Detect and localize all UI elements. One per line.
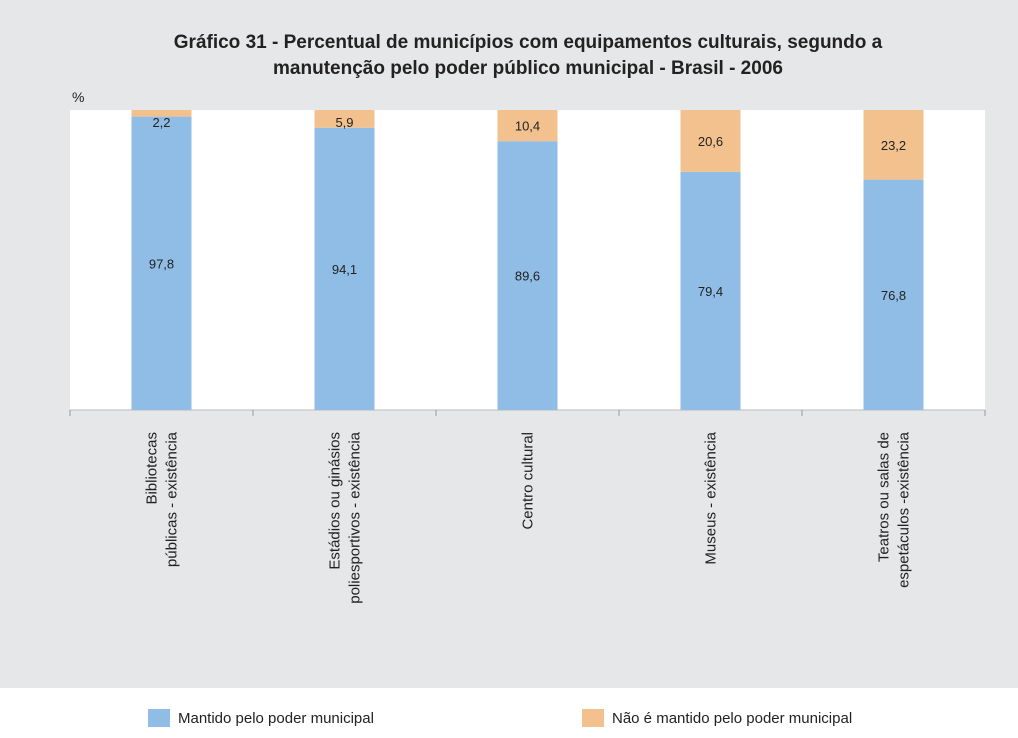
- value-label: 2,2: [152, 115, 170, 130]
- bar-segment: [314, 127, 375, 410]
- legend-swatch: [582, 709, 604, 727]
- bar-segment: [131, 116, 192, 410]
- x-tick-label: Estádios ou ginásios poliesportivos - exi…: [327, 431, 364, 603]
- value-label: 10,4: [515, 119, 540, 134]
- value-label: 94,1: [332, 262, 357, 277]
- bar-segment: [497, 141, 558, 410]
- y-axis-label: %: [72, 89, 84, 105]
- bar-segment: [680, 110, 741, 172]
- bar-segment: [863, 110, 924, 180]
- legend-label: Mantido pelo poder municipal: [178, 710, 374, 727]
- value-label: 76,8: [881, 288, 906, 303]
- x-tick-label: Museus - existência: [703, 431, 720, 564]
- value-label: 5,9: [335, 115, 353, 130]
- x-tick-label: Centro cultural: [520, 432, 537, 530]
- x-tick-label: Bibliotecas públicas - existência: [144, 431, 181, 567]
- bar-segment: [314, 110, 375, 128]
- chart-title: manutenção pelo poder público municipal …: [273, 58, 783, 79]
- chart-title: Gráfico 31 - Percentual de municípios co…: [174, 32, 883, 53]
- bar-segment: [863, 179, 924, 410]
- value-label: 79,4: [698, 284, 723, 299]
- bar-segment: [497, 110, 558, 142]
- value-label: 97,8: [149, 256, 174, 271]
- bar-segment: [131, 110, 192, 117]
- value-label: 20,6: [698, 134, 723, 149]
- legend-swatch: [148, 709, 170, 727]
- value-label: 23,2: [881, 138, 906, 153]
- value-label: 89,6: [515, 269, 540, 284]
- legend-label: Não é mantido pelo poder municipal: [612, 710, 852, 727]
- x-tick-label: Teatros ou salas de espetáculos -existênc…: [876, 431, 913, 588]
- bar-segment: [680, 171, 741, 410]
